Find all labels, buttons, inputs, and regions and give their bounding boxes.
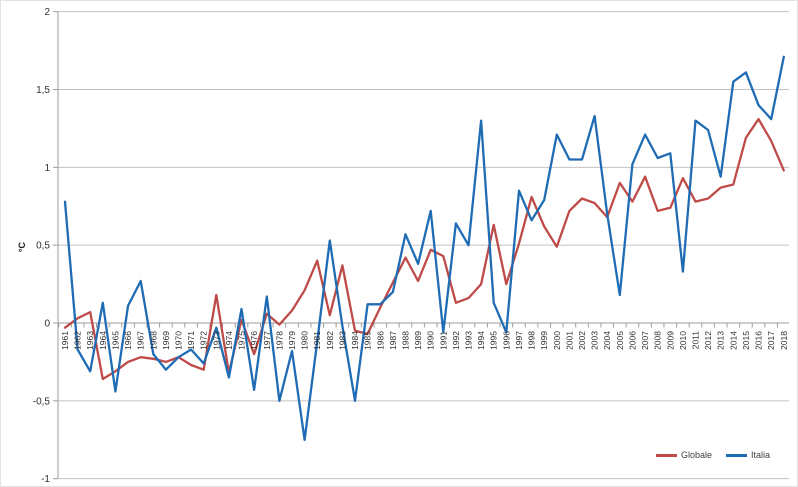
x-axis-labels: 1961 1962 1963 1964 1965 1966 1967 1968 1969 1970… <box>60 331 789 350</box>
y-tick-label: 2 <box>44 7 50 18</box>
x-tick-label: 1980 <box>300 331 310 350</box>
x-tick-label: 1992 <box>451 331 461 350</box>
x-tick-label: 2004 <box>602 331 612 350</box>
x-tick-label: 1987 <box>388 331 398 350</box>
series-lines <box>63 55 785 441</box>
legend-label-globale: Globale <box>681 450 713 460</box>
x-tick-label: 2011 <box>691 331 701 350</box>
legend-item-italia: Italia <box>726 450 770 460</box>
x-tick-label: 2010 <box>678 331 688 350</box>
x-tick-label: 1976 <box>249 331 259 350</box>
x-tick-label: 2005 <box>615 331 625 350</box>
x-tick-label: 2007 <box>640 331 650 350</box>
x-tick-label: 2014 <box>728 331 738 350</box>
x-tick-label: 2017 <box>766 331 776 350</box>
y-tick-label: 0,5 <box>36 241 50 252</box>
x-tick-label: 1994 <box>476 331 486 350</box>
x-tick-label: 1975 <box>237 331 247 350</box>
x-tick-label: 2008 <box>653 331 663 350</box>
series-line-globale <box>63 117 785 381</box>
x-tick-label: 1970 <box>173 331 183 350</box>
x-tick-label: 1991 <box>438 331 448 350</box>
x-tick-label: 1977 <box>262 331 272 350</box>
x-tick-label: 1972 <box>199 331 209 350</box>
x-tick-label: 1963 <box>85 331 95 350</box>
x-tick-label: 1986 <box>375 331 385 350</box>
y-tick-label: 0 <box>44 319 50 330</box>
x-tick-label: 1998 <box>527 331 537 350</box>
y-axis-title: °C <box>17 241 27 252</box>
legend-item-globale: Globale <box>656 450 712 460</box>
legend: Globale Italia <box>656 450 770 460</box>
x-tick-label: 2013 <box>716 331 726 350</box>
globale-line-swatch <box>656 453 677 457</box>
x-tick-label: 1969 <box>161 331 171 350</box>
y-tick-label: -0,5 <box>33 396 51 407</box>
x-tick-label: 1983 <box>337 331 347 350</box>
x-tick-label: 1964 <box>98 331 108 350</box>
x-tick-label: 1965 <box>110 331 120 350</box>
x-tick-label: 1997 <box>514 331 524 350</box>
x-tick-label: 1968 <box>148 331 158 350</box>
x-tick-label: 1988 <box>400 331 410 350</box>
legend-label-italia: Italia <box>751 450 771 460</box>
y-axis-labels: 2 1,5 1 0,5 0 -0,5 -1 <box>33 7 51 485</box>
x-tick-label: 1967 <box>136 331 146 350</box>
y-tick-label: 1,5 <box>36 85 50 96</box>
x-tick-label: 1966 <box>123 331 133 350</box>
x-tick-label: 1962 <box>73 331 83 350</box>
x-tick-label: 1999 <box>539 331 549 350</box>
x-tick-label: 1978 <box>274 331 284 350</box>
x-tick-label: 1981 <box>312 331 322 350</box>
x-tick-label: 2012 <box>703 331 713 350</box>
y-tick-label: 1 <box>44 163 50 174</box>
x-tick-label: 2018 <box>779 331 789 350</box>
gridlines <box>58 11 789 480</box>
x-tick-label: 1973 <box>211 331 221 350</box>
x-tick-label: 1974 <box>224 331 234 350</box>
x-tick-label: 2003 <box>590 331 600 350</box>
series-line-italia <box>63 55 785 441</box>
x-tick-label: 2009 <box>665 331 675 350</box>
x-tick-label: 1979 <box>287 331 297 350</box>
x-tick-label: 1995 <box>489 331 499 350</box>
x-tick-label: 1971 <box>186 331 196 350</box>
italia-line-swatch <box>726 453 748 457</box>
x-tick-label: 2016 <box>754 331 764 350</box>
x-tick-label: 2015 <box>741 331 751 350</box>
axes <box>53 11 778 480</box>
y-tick-label: -1 <box>41 474 50 485</box>
x-tick-label: 1961 <box>60 331 70 350</box>
x-tick-label: 1984 <box>350 331 360 350</box>
x-tick-label: 2002 <box>577 331 587 350</box>
x-tick-label: 1982 <box>325 331 335 350</box>
x-tick-label: 1989 <box>413 331 423 350</box>
x-tick-label: 1990 <box>426 331 436 350</box>
x-tick-label: 1993 <box>464 331 474 350</box>
x-tick-label: 2006 <box>627 331 637 350</box>
x-tick-label: 2000 <box>552 331 562 350</box>
x-tick-label: 1985 <box>363 331 373 350</box>
x-tick-label: 2001 <box>564 331 574 350</box>
x-tick-label: 1996 <box>501 331 511 350</box>
